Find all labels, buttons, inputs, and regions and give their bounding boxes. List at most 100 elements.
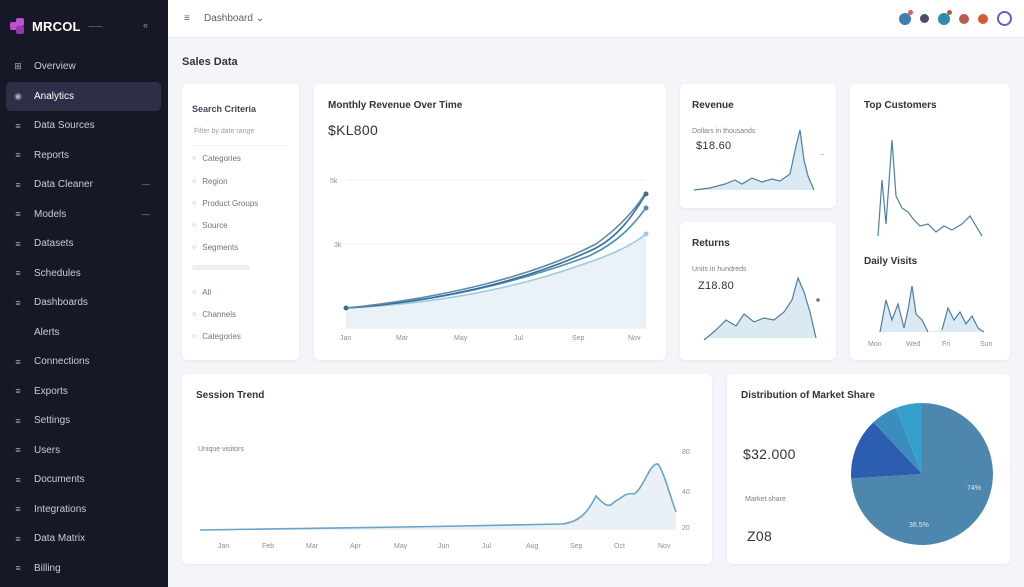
filter-option[interactable]: ○ Region — [192, 177, 228, 186]
sidebar-item-label: Data Sources — [34, 120, 95, 132]
x-tick: Nov — [628, 335, 641, 342]
pie-slice[interactable] — [850, 422, 922, 479]
filter-option[interactable]: ○ Product Groups — [192, 199, 258, 208]
grid-icon: ⊞ — [14, 61, 22, 72]
sidebar-item-analytics[interactable]: ◉ Analytics — [6, 81, 161, 111]
sidebar-item-reports[interactable]: ≡ Reports — [0, 141, 168, 171]
filter-option[interactable]: ○ Channels — [192, 310, 236, 319]
pie-label: 74% — [967, 485, 981, 492]
pie-slice[interactable] — [873, 407, 922, 474]
option-icon: ○ — [192, 311, 197, 318]
sidebar-item-data-cleaner[interactable]: ≡ Data Cleaner — — [0, 170, 168, 200]
chart-title: Monthly Revenue Over Time — [328, 100, 463, 111]
topbar-actions — [899, 9, 1012, 26]
sidebar-item-billing[interactable]: ≡ Billing — [0, 554, 168, 584]
list-icon: ≡ — [15, 563, 21, 574]
notification-icon[interactable] — [959, 13, 969, 24]
sidebar-item-schedules[interactable]: ≡ Schedules — [0, 259, 168, 289]
filter-panel: Search Criteria Filter by date range ○ Ca… — [182, 84, 299, 360]
data-point[interactable] — [643, 191, 649, 197]
sidebar-item-label: Datasets — [34, 238, 74, 250]
sidebar-item-data-sources[interactable]: ≡ Data Sources — [0, 111, 168, 141]
data-point[interactable] — [643, 205, 649, 211]
data-point[interactable] — [643, 231, 649, 237]
revenue-sparkline: – — [693, 129, 824, 191]
revenue-mini-card: Revenue Dollars in thousands $18.60 – — [680, 84, 836, 208]
filter-option[interactable]: ○ Categories — [192, 154, 241, 163]
session-line-chart: 80 40 20 Jan Feb Mar Apr May Jun Jul Aug… — [199, 449, 690, 550]
sidebar-item-settings[interactable]: ≡ Settings — [0, 406, 168, 436]
sidebar-item-alerts[interactable]: Alerts — [0, 318, 168, 348]
sidebar-item-dashboards[interactable]: ≡ Dashboards — [0, 288, 168, 318]
tick: – — [820, 151, 824, 158]
pie-slice[interactable] — [851, 403, 993, 545]
sidebar-item-datasets[interactable]: ≡ Datasets — [0, 229, 168, 259]
card-value: $32.000 — [743, 446, 796, 462]
option-icon: ○ — [192, 222, 197, 229]
sidebar-item-documents[interactable]: ≡ Documents — [0, 465, 168, 495]
sidebar-item-exports[interactable]: ≡ Exports — [0, 377, 168, 407]
sidebar-item-overview[interactable]: ⊞ Overview — [0, 52, 168, 82]
settings-icon[interactable] — [920, 14, 929, 23]
option-icon: ○ — [192, 289, 197, 296]
sidebar-item-label: Exports — [34, 385, 68, 397]
returns-mini-card: Returns Units in hundreds Z18.80 — [680, 222, 836, 360]
sidebar-item-label: Data Matrix — [34, 533, 86, 545]
y-tick: 20 — [682, 525, 690, 532]
card-small-value: Z08 — [747, 528, 773, 544]
sidebar-item-users[interactable]: ≡ Users — [0, 436, 168, 466]
chat-icon[interactable] — [938, 9, 952, 25]
sidebar-item-data-matrix[interactable]: ≡ Data Matrix — [0, 524, 168, 554]
sidebar-item-label: Connections — [34, 356, 90, 368]
x-tick: Jan — [218, 543, 229, 550]
card-value: $18.60 — [696, 140, 732, 152]
avatar[interactable] — [997, 11, 1012, 26]
list-icon: ≡ — [15, 504, 21, 515]
card-value: Z18.80 — [698, 280, 735, 292]
x-tick: Jun — [438, 543, 449, 550]
market-share-pie: 74% 36.5% — [850, 403, 993, 545]
chart-value: $KL800 — [328, 122, 379, 138]
expand-icon[interactable]: — — [142, 180, 150, 190]
filter-option[interactable]: ○ All — [192, 288, 211, 297]
menu-icon[interactable]: ≡ — [184, 13, 190, 24]
expand-icon[interactable]: — — [142, 209, 150, 219]
x-tick: Oct — [614, 543, 625, 550]
filter-option[interactable]: ○ Source — [192, 221, 228, 230]
option-icon: ○ — [192, 244, 197, 251]
collapse-sidebar-button[interactable]: « — [143, 20, 149, 30]
filter-option[interactable]: ○ Segments — [192, 243, 238, 252]
area-fill — [346, 234, 646, 328]
x-tick: Sep — [570, 543, 583, 550]
sidebar-item-models[interactable]: ≡ Models — — [0, 200, 168, 230]
list-icon: ≡ — [15, 179, 21, 190]
x-tick: Jul — [482, 543, 491, 550]
app-name: MRCOL — [32, 18, 81, 34]
filter-option-label: Segments — [202, 243, 239, 252]
alert-icon[interactable] — [978, 13, 988, 24]
series-line — [345, 193, 647, 309]
sidebar-item-connections[interactable]: ≡ Connections — [0, 347, 168, 377]
filter-option-label: Categories — [202, 154, 241, 163]
list-icon: ≡ — [15, 356, 21, 367]
list-icon: ≡ — [15, 415, 21, 426]
filter-option[interactable]: ○ Categories — [192, 332, 241, 341]
card-title: Returns — [692, 238, 730, 249]
sidebar-item-label: Schedules — [34, 267, 81, 279]
divider — [192, 145, 287, 146]
data-point[interactable] — [816, 298, 820, 302]
pie-slice[interactable] — [895, 403, 922, 474]
bell-icon[interactable] — [899, 9, 913, 25]
option-icon: ○ — [192, 155, 197, 162]
filter-slider[interactable] — [192, 265, 250, 270]
app-logo[interactable]: MRCOL —— — [10, 18, 103, 34]
sparkline — [703, 276, 817, 341]
sidebar-item-label: Users — [34, 444, 61, 456]
returns-sparkline — [703, 276, 820, 341]
sidebar-item-integrations[interactable]: ≡ Integrations — [0, 495, 168, 525]
data-point[interactable] — [343, 305, 349, 311]
list-icon: ≡ — [15, 120, 21, 131]
list-icon: ≡ — [15, 445, 21, 456]
breadcrumb[interactable]: Dashboard ⌄ — [204, 13, 265, 24]
pie-label: 36.5% — [909, 522, 929, 529]
